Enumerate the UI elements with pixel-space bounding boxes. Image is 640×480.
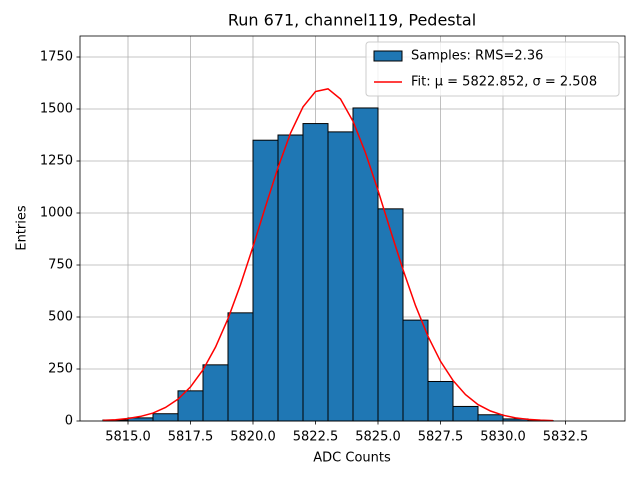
chart-title: Run 671, channel119, Pedestal: [228, 11, 476, 30]
bar: [277, 134, 304, 422]
x-tick-label: 5832.5: [543, 430, 589, 445]
legend: Samples: RMS=2.36 Fit: μ = 5822.852, σ = …: [365, 41, 620, 97]
x-tick-label: 5820.0: [230, 430, 276, 445]
bar: [302, 123, 329, 422]
y-tick-label: 1500: [40, 102, 73, 117]
y-tick-label: 250: [48, 362, 73, 377]
fit-line: [102, 88, 554, 422]
bar: [402, 319, 429, 422]
x-tick-label: 5825.0: [355, 430, 401, 445]
bar: [227, 312, 254, 422]
y-tick-label: 1250: [40, 154, 73, 169]
y-tick-label: 500: [48, 310, 73, 325]
y-tick-label: 0: [65, 414, 73, 429]
bar: [477, 414, 504, 422]
x-tick-label: 5827.5: [418, 430, 464, 445]
x-tick-label: 5822.5: [293, 430, 339, 445]
legend-label: Fit: μ = 5822.852, σ = 2.508: [411, 75, 597, 90]
legend-box: [365, 41, 620, 97]
x-tick-label: 5830.0: [480, 430, 526, 445]
bar: [252, 139, 279, 422]
bar: [377, 208, 404, 422]
legend-swatch: [373, 50, 403, 62]
plot-area: [102, 88, 554, 422]
bar: [152, 413, 179, 422]
bar: [427, 380, 454, 422]
x-tick-label: 5815.0: [105, 430, 151, 445]
y-tick-label: 1000: [40, 206, 73, 221]
axes-frame: [79, 35, 626, 422]
y-tick-label: 750: [48, 258, 73, 273]
y-tick-label: 1750: [40, 50, 73, 65]
bar: [352, 107, 379, 422]
x-axis-label: ADC Counts: [313, 451, 391, 466]
axes: 5815.0 5817.5 5820.0 5822.5 5825.0 5827.5 5830…: [40, 35, 626, 445]
y-axis-label: Entries: [15, 205, 30, 251]
bar: [327, 131, 354, 422]
x-tick-label: 5817.5: [168, 430, 214, 445]
bar: [202, 364, 229, 422]
bar: [452, 405, 479, 422]
legend-label: Samples: RMS=2.36: [411, 49, 543, 64]
